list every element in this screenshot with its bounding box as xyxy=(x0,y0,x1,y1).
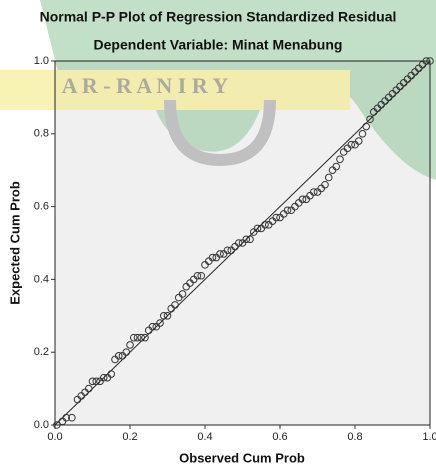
y-tick-label: 1.0 xyxy=(34,55,49,67)
x-axis-label: Observed Cum Prob xyxy=(179,450,305,465)
y-tick-label: 0.2 xyxy=(34,346,49,358)
x-tick-label: 0.4 xyxy=(197,431,212,443)
y-axis-label: Expected Cum Prob xyxy=(7,181,22,305)
y-tick-label: 0.6 xyxy=(34,201,49,213)
x-tick-label: 0.0 xyxy=(47,431,62,443)
x-tick-label: 0.2 xyxy=(122,431,137,443)
y-tick-label: 0.8 xyxy=(34,128,49,140)
y-tick-label: 0.0 xyxy=(34,419,49,431)
chart-title: Normal P-P Plot of Regression Standardiz… xyxy=(40,9,397,25)
x-tick-label: 0.8 xyxy=(347,431,362,443)
watermark: A R - R A N I R Y xyxy=(62,73,229,98)
x-tick-label: 0.6 xyxy=(272,431,287,443)
x-tick-label: 1.0 xyxy=(422,431,436,443)
chart: A R - R A N I R Y Normal P-P Plot of Reg… xyxy=(0,0,436,468)
y-tick-label: 0.4 xyxy=(34,273,49,285)
chart-subtitle: Dependent Variable: Minat Menabung xyxy=(94,37,343,53)
